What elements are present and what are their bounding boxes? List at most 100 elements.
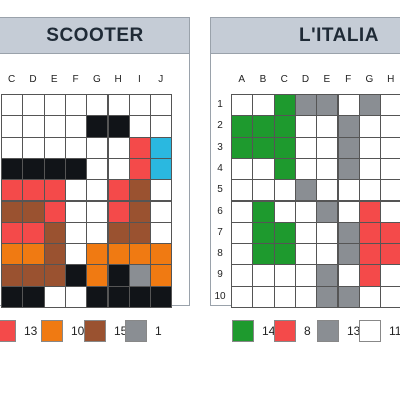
italia-cell-e5[interactable] xyxy=(316,179,339,202)
scooter-cell-c7[interactable] xyxy=(1,221,24,245)
italia-cell-h4[interactable] xyxy=(380,157,400,181)
scooter-cell-i10[interactable] xyxy=(128,285,152,308)
italia-cell-c7[interactable] xyxy=(273,221,296,245)
scooter-cell-d9[interactable] xyxy=(22,264,45,287)
italia-cell-h3[interactable] xyxy=(380,136,400,159)
scooter-cell-g1[interactable] xyxy=(86,94,109,117)
scooter-cell-g10[interactable] xyxy=(86,285,109,308)
italia-cell-e1[interactable] xyxy=(316,94,339,117)
scooter-cell-f4[interactable] xyxy=(64,157,88,181)
scooter-cell-d8[interactable] xyxy=(22,243,45,266)
scooter-cell-g7[interactable] xyxy=(86,221,109,245)
italia-cell-e7[interactable] xyxy=(316,221,339,245)
italia-cell-f3[interactable] xyxy=(337,136,360,159)
italia-cell-g6[interactable] xyxy=(358,200,382,223)
italia-cell-a2[interactable] xyxy=(231,115,254,138)
italia-cell-e3[interactable] xyxy=(316,136,339,159)
italia-cell-c2[interactable] xyxy=(273,115,296,138)
scooter-cell-j1[interactable] xyxy=(150,94,173,117)
italia-cell-g1[interactable] xyxy=(358,94,382,117)
scooter-cell-i5[interactable] xyxy=(128,179,152,202)
italia-cell-d5[interactable] xyxy=(294,179,318,202)
scooter-cell-i6[interactable] xyxy=(128,200,152,223)
italia-cell-f4[interactable] xyxy=(337,157,360,181)
scooter-cell-e7[interactable] xyxy=(43,221,66,245)
italia-cell-h8[interactable] xyxy=(380,243,400,266)
italia-cell-f2[interactable] xyxy=(337,115,360,138)
scooter-cell-f5[interactable] xyxy=(64,179,88,202)
italia-cell-g8[interactable] xyxy=(358,243,382,266)
scooter-cell-h10[interactable] xyxy=(107,285,130,308)
italia-cell-d6[interactable] xyxy=(294,200,318,223)
italia-cell-a4[interactable] xyxy=(231,157,254,181)
scooter-cell-c2[interactable] xyxy=(1,115,24,138)
italia-cell-f9[interactable] xyxy=(337,264,360,287)
italia-cell-g2[interactable] xyxy=(358,115,382,138)
italia-cell-a8[interactable] xyxy=(231,243,254,266)
italia-cell-b4[interactable] xyxy=(252,157,275,181)
italia-cell-b10[interactable] xyxy=(252,285,275,308)
scooter-cell-j7[interactable] xyxy=(150,221,173,245)
italia-cell-b6[interactable] xyxy=(252,200,275,223)
italia-cell-d7[interactable] xyxy=(294,221,318,245)
italia-cell-c3[interactable] xyxy=(273,136,296,159)
scooter-cell-j4[interactable] xyxy=(150,157,173,181)
italia-cell-d3[interactable] xyxy=(294,136,318,159)
italia-cell-f8[interactable] xyxy=(337,243,360,266)
italia-cell-e4[interactable] xyxy=(316,157,339,181)
scooter-cell-j10[interactable] xyxy=(150,285,173,308)
scooter-cell-c1[interactable] xyxy=(1,94,24,117)
scooter-cell-e10[interactable] xyxy=(43,285,66,308)
scooter-cell-e5[interactable] xyxy=(43,179,66,202)
scooter-cell-j6[interactable] xyxy=(150,200,173,223)
italia-cell-g4[interactable] xyxy=(358,157,382,181)
italia-cell-b8[interactable] xyxy=(252,243,275,266)
scooter-cell-g2[interactable] xyxy=(86,115,109,138)
italia-cell-e6[interactable] xyxy=(316,200,339,223)
italia-cell-a1[interactable] xyxy=(231,94,254,117)
scooter-cell-e3[interactable] xyxy=(43,136,66,159)
scooter-cell-f2[interactable] xyxy=(64,115,88,138)
italia-cell-f10[interactable] xyxy=(337,285,360,308)
scooter-cell-f10[interactable] xyxy=(64,285,88,308)
scooter-cell-c8[interactable] xyxy=(1,243,24,266)
scooter-cell-c6[interactable] xyxy=(1,200,24,223)
scooter-cell-j9[interactable] xyxy=(150,264,173,287)
scooter-cell-j2[interactable] xyxy=(150,115,173,138)
scooter-cell-i7[interactable] xyxy=(128,221,152,245)
italia-cell-c4[interactable] xyxy=(273,157,296,181)
italia-cell-b7[interactable] xyxy=(252,221,275,245)
italia-cell-f5[interactable] xyxy=(337,179,360,202)
italia-cell-h9[interactable] xyxy=(380,264,400,287)
italia-cell-g3[interactable] xyxy=(358,136,382,159)
scooter-cell-e2[interactable] xyxy=(43,115,66,138)
italia-cell-e2[interactable] xyxy=(316,115,339,138)
scooter-cell-e4[interactable] xyxy=(43,157,66,181)
scooter-cell-g8[interactable] xyxy=(86,243,109,266)
scooter-cell-d2[interactable] xyxy=(22,115,45,138)
italia-cell-e9[interactable] xyxy=(316,264,339,287)
italia-cell-e8[interactable] xyxy=(316,243,339,266)
italia-cell-b9[interactable] xyxy=(252,264,275,287)
italia-cell-a3[interactable] xyxy=(231,136,254,159)
italia-cell-g10[interactable] xyxy=(358,285,382,308)
scooter-cell-j3[interactable] xyxy=(150,136,173,159)
italia-cell-c8[interactable] xyxy=(273,243,296,266)
scooter-cell-j5[interactable] xyxy=(150,179,173,202)
scooter-cell-f1[interactable] xyxy=(64,94,88,117)
scooter-cell-d1[interactable] xyxy=(22,94,45,117)
scooter-cell-d10[interactable] xyxy=(22,285,45,308)
italia-cell-a9[interactable] xyxy=(231,264,254,287)
scooter-cell-e1[interactable] xyxy=(43,94,66,117)
italia-cell-a7[interactable] xyxy=(231,221,254,245)
scooter-cell-c3[interactable] xyxy=(1,136,24,159)
italia-cell-d2[interactable] xyxy=(294,115,318,138)
scooter-cell-c4[interactable] xyxy=(1,157,24,181)
scooter-cell-d5[interactable] xyxy=(22,179,45,202)
scooter-cell-d4[interactable] xyxy=(22,157,45,181)
italia-cell-d10[interactable] xyxy=(294,285,318,308)
italia-cell-a10[interactable] xyxy=(231,285,254,308)
italia-cell-c5[interactable] xyxy=(273,179,296,202)
italia-cell-d1[interactable] xyxy=(294,94,318,117)
scooter-cell-f3[interactable] xyxy=(64,136,88,159)
